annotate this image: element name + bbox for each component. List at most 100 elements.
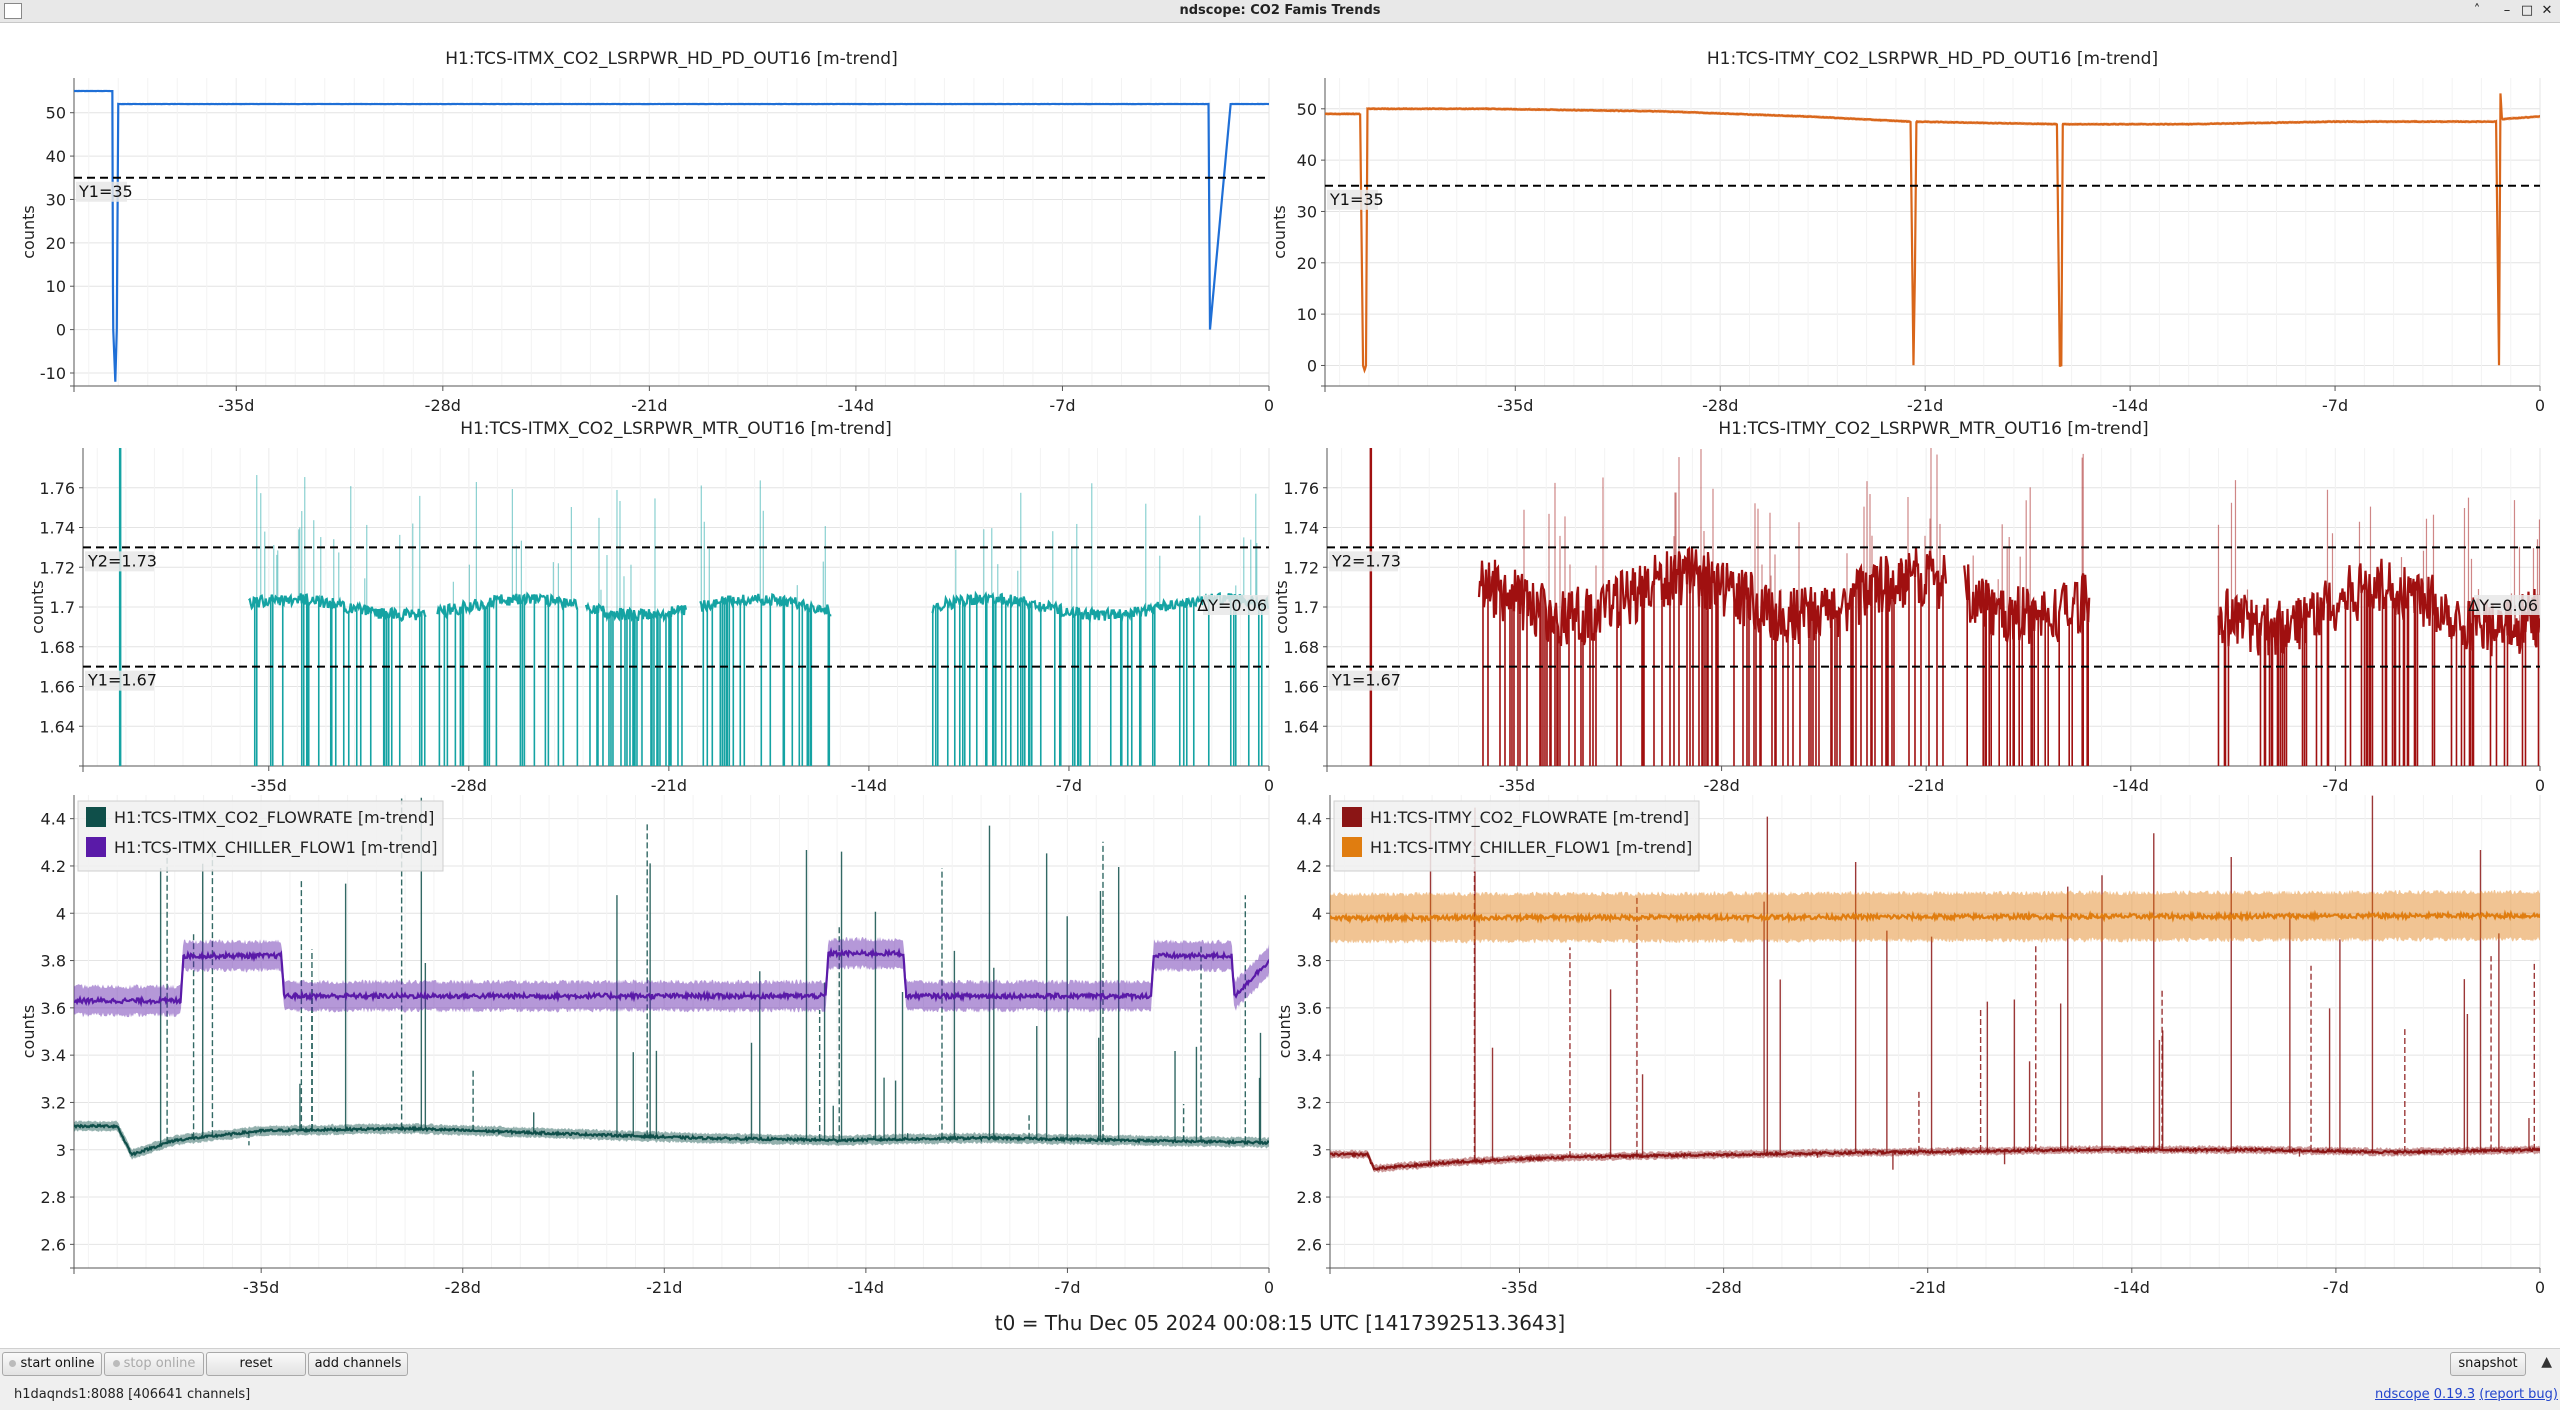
- y-tick-label: 3: [1312, 1141, 1322, 1160]
- x-tick-label: -35d: [251, 776, 287, 795]
- x-tick-label: -28d: [1703, 776, 1739, 795]
- y-axis-label: counts: [19, 205, 38, 258]
- y-tick-label: 1.7: [50, 598, 75, 617]
- y-tick-label: 40: [46, 147, 66, 166]
- version-info: ndscope 0.19.3 (report bug): [2375, 1387, 2558, 1402]
- app-icon: [4, 3, 22, 19]
- y-tick-label: 1.64: [39, 717, 75, 736]
- x-tick-label: 0: [2535, 776, 2545, 795]
- y-tick-label: 3.6: [41, 999, 66, 1018]
- report-bug-link[interactable]: (report bug): [2479, 1387, 2558, 1402]
- x-tick-label: -28d: [451, 776, 487, 795]
- segment-line: [1963, 564, 2091, 644]
- legend-label: H1:TCS-ITMY_CHILLER_FLOW1 [m-trend]: [1370, 838, 1692, 858]
- cursor-label: Y2=1.73: [1331, 551, 1401, 570]
- bottom-toolbar: start online stop online reset add chann…: [0, 1348, 2560, 1410]
- y-tick-label: 1.72: [39, 558, 75, 577]
- cursor-label-bg: [85, 551, 154, 572]
- series-2: [1330, 889, 2540, 944]
- series-line: [74, 946, 1269, 1008]
- version-link[interactable]: 0.19.3: [2433, 1387, 2476, 1402]
- x-tick-label: -28d: [445, 1278, 481, 1297]
- x-tick-label: -21d: [1907, 396, 1943, 415]
- y-tick-label: 2.8: [1297, 1188, 1322, 1207]
- start-online-label: start online: [20, 1356, 95, 1371]
- legend-label: H1:TCS-ITMX_CHILLER_FLOW1 [m-trend]: [114, 838, 437, 858]
- start-online-button[interactable]: start online: [2, 1352, 102, 1376]
- y-tick-label: 1.68: [39, 638, 75, 657]
- chart-3: H1:TCS-ITMX_CO2_LSRPWR_MTR_OUT16 [m-tren…: [28, 419, 1274, 795]
- window-minimize-icon[interactable]: ˄: [2473, 3, 2481, 18]
- y-tick-label: 3.2: [41, 1093, 66, 1112]
- delta-label: ΔY=0.06: [1197, 596, 1267, 615]
- cursor-label-bg: [1329, 551, 1398, 572]
- window-titlebar: ndscope: CO2 Famis Trends ˄ – □ ✕: [0, 0, 2560, 23]
- x-tick-label: -7d: [1054, 1278, 1080, 1297]
- y-tick-label: 4.4: [1297, 810, 1322, 829]
- y-tick-label: 3.2: [1297, 1093, 1322, 1112]
- x-tick-label: -21d: [1910, 1278, 1946, 1297]
- y-tick-label: 20: [1297, 254, 1317, 273]
- series-line: [1330, 1146, 2540, 1171]
- y-tick-label: 3.4: [41, 1046, 66, 1065]
- plot-grid[interactable]: H1:TCS-ITMX_CO2_LSRPWR_HD_PD_OUT16 [m-tr…: [0, 23, 2560, 1339]
- segment-line: [1477, 545, 1948, 647]
- x-tick-label: -7d: [1049, 396, 1075, 415]
- stop-online-button[interactable]: stop online: [104, 1352, 204, 1376]
- x-tick-label: -14d: [2113, 776, 2149, 795]
- y-tick-label: -10: [40, 364, 66, 383]
- legend-label: H1:TCS-ITMY_CO2_FLOWRATE [m-trend]: [1370, 808, 1689, 828]
- legend-swatch: [1342, 807, 1362, 827]
- series-1: [1330, 795, 2540, 1173]
- cursor-label: Y1=35: [1329, 190, 1384, 209]
- y-axis-label: counts: [1270, 205, 1289, 258]
- series-band: [1330, 1145, 2540, 1173]
- y-tick-label: 0: [1307, 356, 1317, 375]
- y-tick-label: 1.64: [1283, 717, 1319, 736]
- y-tick-label: 4.2: [41, 857, 66, 876]
- x-tick-label: -7d: [2322, 776, 2348, 795]
- series-band: [74, 1120, 1269, 1160]
- cursor-label-bg: [1329, 670, 1398, 691]
- snapshot-button[interactable]: snapshot: [2450, 1352, 2526, 1376]
- y-tick-label: 1.66: [1283, 678, 1319, 697]
- y-tick-label: 3.6: [1297, 999, 1322, 1018]
- series-band: [1325, 100, 2540, 371]
- y-tick-label: 1.76: [39, 479, 75, 498]
- delta-label-bg: [2474, 595, 2540, 615]
- add-channels-button[interactable]: add channels: [308, 1352, 408, 1376]
- window-maximize-icon[interactable]: □: [2520, 3, 2534, 18]
- x-tick-label: -14d: [2114, 1278, 2150, 1297]
- cursor-label: Y1=1.67: [87, 671, 157, 690]
- series-line: [1325, 93, 2540, 374]
- cursor-label-bg: [1327, 189, 1378, 210]
- y-tick-label: 30: [46, 190, 66, 209]
- series-1: [118, 448, 1269, 766]
- series-2: [74, 936, 1269, 1018]
- cursor-label-bg: [76, 181, 127, 202]
- ndscope-link[interactable]: ndscope: [2375, 1387, 2430, 1402]
- y-axis-label: counts: [19, 1005, 38, 1058]
- segment-line: [436, 591, 579, 619]
- series-band: [74, 90, 1269, 375]
- plot-area: [1325, 93, 2540, 374]
- chart-6: counts 2.6 2.8 3 3.2 3.4 3.6 3.8 4 4.2 4.4 -35d -28d…: [1275, 795, 2545, 1297]
- chart-1: H1:TCS-ITMX_CO2_LSRPWR_HD_PD_OUT16 [m-tr…: [19, 49, 1274, 415]
- legend-swatch: [1342, 837, 1362, 857]
- y-tick-label: 10: [46, 277, 66, 296]
- reset-button[interactable]: reset: [206, 1352, 306, 1376]
- x-tick-label: -7d: [2322, 396, 2348, 415]
- window-iconify-icon[interactable]: –: [2503, 3, 2511, 18]
- x-tick-label: 0: [1264, 396, 1274, 415]
- legend-box: [77, 800, 444, 872]
- y-tick-label: 40: [1297, 151, 1317, 170]
- server-status: h1daqnds1:8088 [406641 channels]: [14, 1387, 251, 1402]
- collapse-triangle-icon[interactable]: ▲: [2541, 1354, 2552, 1370]
- window-close-icon[interactable]: ✕: [2541, 3, 2553, 18]
- segment-line: [699, 592, 832, 617]
- status-dot-icon: [9, 1360, 17, 1367]
- y-tick-label: 1.74: [39, 519, 75, 538]
- y-tick-label: 1.68: [1283, 638, 1319, 657]
- x-tick-label: -35d: [1499, 776, 1535, 795]
- y-tick-label: 3.4: [1297, 1046, 1322, 1065]
